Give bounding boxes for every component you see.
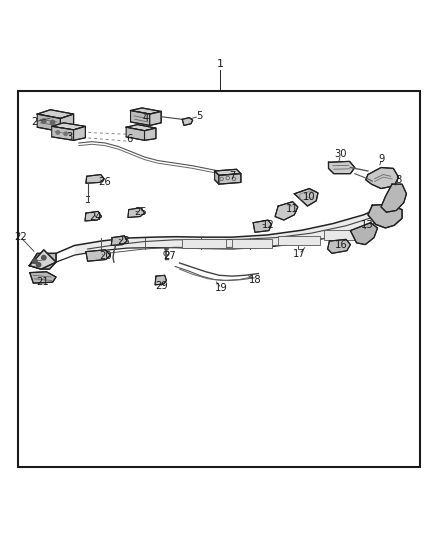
Polygon shape <box>215 169 241 175</box>
Bar <box>182 239 226 248</box>
Polygon shape <box>37 114 60 132</box>
Bar <box>324 230 361 240</box>
Polygon shape <box>52 126 74 140</box>
Polygon shape <box>328 161 355 174</box>
Polygon shape <box>85 211 102 221</box>
Polygon shape <box>131 108 161 114</box>
Text: 27: 27 <box>163 251 177 261</box>
Text: 6: 6 <box>126 134 132 144</box>
Circle shape <box>33 259 37 263</box>
Text: 10: 10 <box>303 192 315 203</box>
Polygon shape <box>131 110 150 125</box>
Text: 20: 20 <box>99 251 111 261</box>
Polygon shape <box>37 110 74 118</box>
Polygon shape <box>145 128 156 140</box>
Polygon shape <box>126 127 145 140</box>
Text: 24: 24 <box>89 212 102 222</box>
Text: 2: 2 <box>31 117 37 127</box>
Text: 26: 26 <box>99 177 112 188</box>
Polygon shape <box>215 171 219 184</box>
Polygon shape <box>60 114 74 132</box>
Polygon shape <box>52 123 85 130</box>
Text: 30: 30 <box>335 149 347 159</box>
Polygon shape <box>350 223 378 245</box>
Circle shape <box>64 132 67 135</box>
Text: 13: 13 <box>361 220 373 230</box>
Circle shape <box>36 263 41 267</box>
Text: 5: 5 <box>196 111 202 122</box>
Text: 1: 1 <box>217 59 224 69</box>
Text: 17: 17 <box>293 249 306 259</box>
Polygon shape <box>275 201 298 220</box>
Polygon shape <box>86 174 104 183</box>
Text: 16: 16 <box>334 240 347 251</box>
Text: 22: 22 <box>14 232 27 242</box>
Polygon shape <box>86 250 110 261</box>
Polygon shape <box>74 126 85 140</box>
Text: 23: 23 <box>118 236 130 246</box>
Circle shape <box>56 131 60 134</box>
Text: 9: 9 <box>379 154 385 164</box>
Text: 8: 8 <box>396 175 402 185</box>
Text: 12: 12 <box>261 220 275 230</box>
Polygon shape <box>74 204 388 255</box>
Text: 7: 7 <box>229 171 235 181</box>
Polygon shape <box>111 236 127 246</box>
Polygon shape <box>29 250 56 269</box>
Text: 4: 4 <box>143 112 149 123</box>
Text: 29: 29 <box>155 281 168 291</box>
Polygon shape <box>368 204 402 228</box>
Polygon shape <box>155 275 166 285</box>
Polygon shape <box>29 253 56 269</box>
Circle shape <box>42 119 46 123</box>
Polygon shape <box>150 111 161 125</box>
Polygon shape <box>328 239 350 253</box>
Polygon shape <box>219 174 241 184</box>
Polygon shape <box>366 167 399 189</box>
Text: 3: 3 <box>66 132 72 142</box>
Text: 25: 25 <box>134 207 147 217</box>
Polygon shape <box>182 118 193 125</box>
Text: 11: 11 <box>286 204 299 214</box>
Text: 19: 19 <box>215 284 228 293</box>
Polygon shape <box>294 189 318 206</box>
Bar <box>18 91 420 467</box>
Polygon shape <box>253 220 272 232</box>
Polygon shape <box>126 125 156 131</box>
Text: 18: 18 <box>249 274 261 285</box>
Polygon shape <box>128 208 145 217</box>
Bar <box>278 236 320 246</box>
Circle shape <box>42 255 46 260</box>
Circle shape <box>50 120 55 125</box>
Bar <box>232 239 272 248</box>
Text: 21: 21 <box>36 277 49 287</box>
Polygon shape <box>381 184 406 212</box>
Polygon shape <box>30 272 56 283</box>
